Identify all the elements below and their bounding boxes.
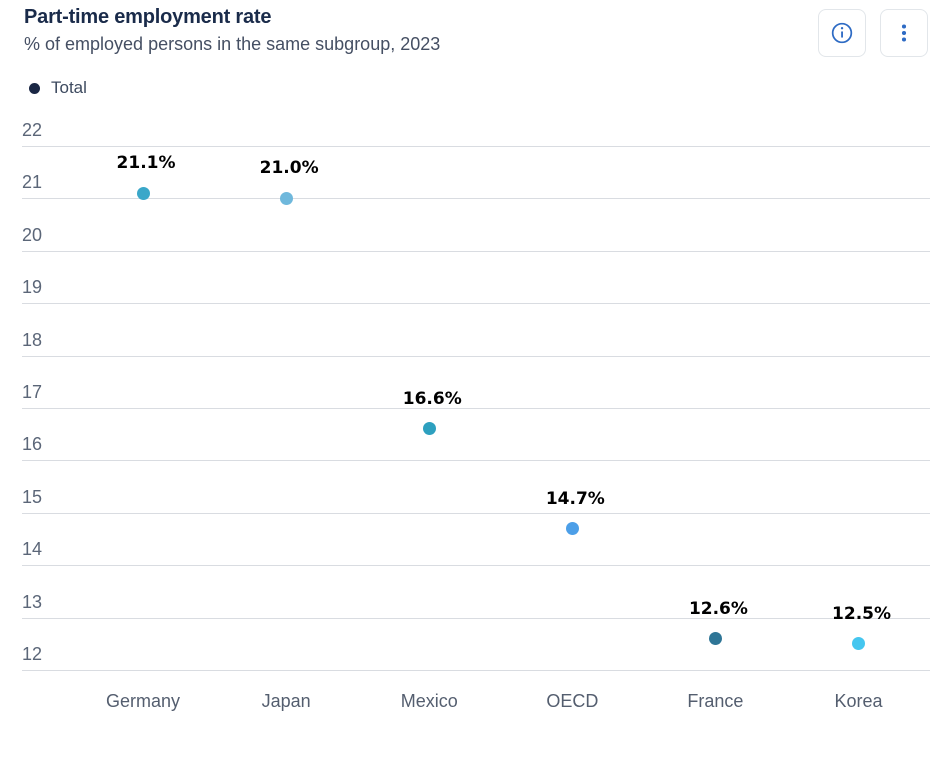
- kebab-menu-icon: [901, 24, 907, 42]
- x-axis-label-japan: Japan: [261, 691, 311, 711]
- data-label-oecd: 14.7%: [545, 488, 605, 509]
- data-label-france: 12.6%: [688, 598, 748, 619]
- gridline: [22, 617, 930, 619]
- legend-marker-dot: [29, 82, 40, 94]
- x-axis-label-germany: Germany: [106, 691, 181, 711]
- data-point-korea[interactable]: [852, 637, 866, 651]
- y-axis-label: 17: [22, 382, 43, 402]
- legend-item-total[interactable]: Total: [29, 78, 87, 98]
- y-axis-label: 12: [22, 644, 43, 664]
- gridline: [22, 250, 930, 252]
- data-label-mexico: 16.6%: [402, 388, 462, 409]
- data-point-germany[interactable]: [136, 186, 150, 200]
- data-point-mexico[interactable]: [422, 422, 436, 436]
- gridline: [22, 303, 930, 305]
- gridline: [22, 565, 930, 567]
- gridline: [22, 146, 930, 147]
- y-axis-label: 19: [22, 277, 43, 298]
- y-axis-label: 21: [22, 172, 43, 193]
- y-axis-label: 15: [22, 486, 43, 507]
- y-axis-label: 13: [22, 591, 43, 612]
- chart-title: Part-time employment rate: [24, 6, 272, 28]
- chart-subtitle: % of employed persons in the same subgro…: [24, 34, 441, 54]
- info-button[interactable]: [818, 9, 866, 57]
- gridline: [22, 670, 930, 671]
- data-label-japan: 21.0%: [259, 158, 319, 179]
- gridline: [22, 198, 930, 200]
- x-axis-label-oecd: OECD: [546, 691, 599, 711]
- y-axis-label: 14: [22, 539, 43, 560]
- legend-label: Total: [51, 78, 87, 97]
- y-axis-label: 18: [22, 329, 43, 350]
- y-axis-label: 22: [22, 120, 43, 140]
- data-point-japan[interactable]: [279, 191, 293, 205]
- gridline: [22, 355, 930, 357]
- x-axis-label-korea: Korea: [834, 691, 883, 711]
- gridline: [22, 460, 930, 462]
- x-axis-label-france: France: [687, 691, 744, 711]
- y-axis-label: 16: [22, 434, 43, 455]
- x-axis-label-mexico: Mexico: [400, 691, 458, 711]
- y-axis-label: 20: [22, 224, 43, 245]
- gridline: [22, 408, 930, 409]
- data-label-korea: 12.5%: [832, 603, 892, 624]
- gridline: [22, 512, 930, 514]
- info-icon: [831, 22, 853, 44]
- legend: Total: [29, 78, 87, 98]
- data-label-germany: 21.1%: [116, 153, 176, 174]
- data-point-oecd[interactable]: [565, 522, 579, 536]
- menu-button[interactable]: [880, 9, 928, 57]
- header-actions: [818, 9, 928, 57]
- data-point-france[interactable]: [708, 632, 722, 646]
